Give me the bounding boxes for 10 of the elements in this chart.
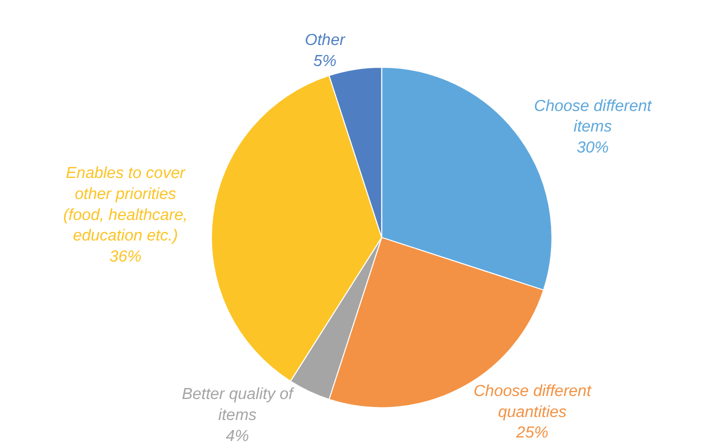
slice-label: Better quality of items — [182, 386, 295, 424]
data-label: 30% — [576, 140, 609, 157]
data-label: 5% — [313, 52, 336, 70]
slice-label: Enables to cover other priorities (food, healthcare, education etc.) — [63, 165, 188, 245]
data-label: 4% — [226, 428, 249, 445]
slice-label: Choose different quantities — [474, 383, 592, 421]
data-label: 36% — [109, 248, 142, 266]
slice-label: Other — [304, 32, 346, 49]
slice-label: Choose different items — [534, 98, 652, 136]
data-label: 25% — [515, 424, 548, 442]
